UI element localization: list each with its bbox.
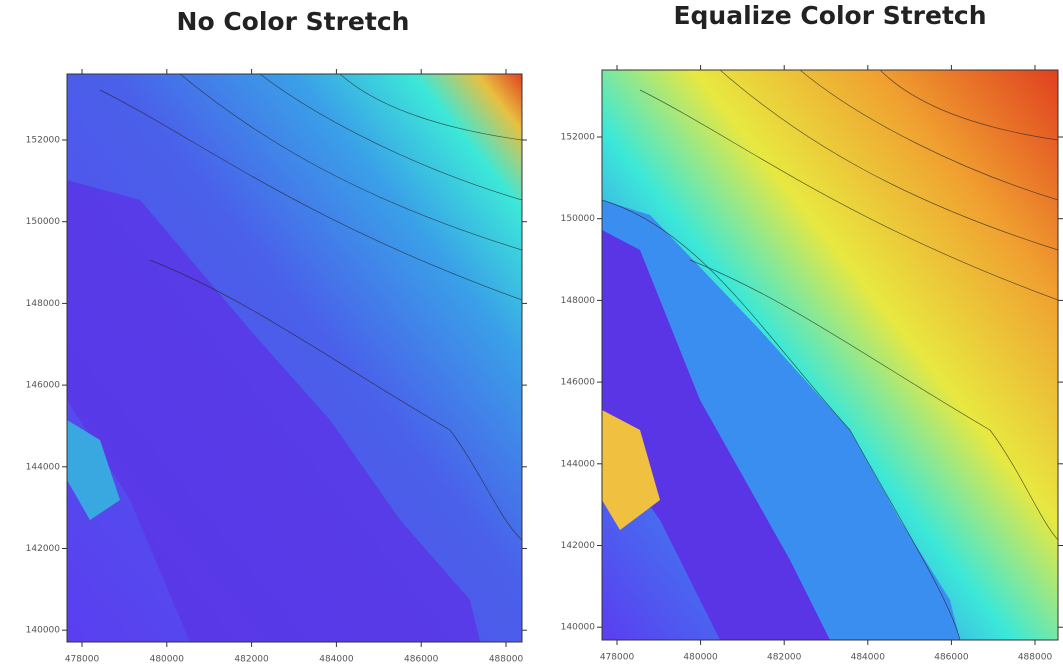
- y-tick-label: 152000: [26, 136, 61, 146]
- x-tick-label: 488000: [1018, 653, 1053, 663]
- x-tick-label: 482000: [234, 655, 269, 665]
- x-tick-label: 480000: [150, 655, 185, 665]
- page: No Color Stretch Equalize Color Stretch …: [0, 0, 1063, 668]
- x-tick-label: 486000: [404, 655, 439, 665]
- x-tick-label: 478000: [600, 653, 635, 663]
- x-tick-label: 480000: [683, 653, 718, 663]
- x-tick-label: 482000: [767, 653, 802, 663]
- x-tick-label: 478000: [65, 655, 100, 665]
- x-tick-label: 486000: [934, 653, 969, 663]
- y-tick-label: 148000: [26, 299, 61, 309]
- y-tick-label: 140000: [561, 623, 596, 633]
- panel-title: Equalize Color Stretch: [673, 1, 986, 30]
- y-tick-label: 146000: [561, 378, 596, 388]
- map-right: [602, 70, 1058, 640]
- y-tick-label: 142000: [26, 544, 61, 554]
- y-tick-label: 144000: [26, 462, 61, 472]
- y-tick-label: 148000: [561, 296, 596, 306]
- y-tick-label: 144000: [561, 459, 596, 469]
- y-tick-label: 142000: [561, 541, 596, 551]
- map-left: [67, 74, 522, 642]
- x-tick-label: 484000: [319, 655, 354, 665]
- y-tick-label: 146000: [26, 381, 61, 391]
- y-tick-label: 150000: [561, 214, 596, 224]
- y-tick-label: 150000: [26, 217, 61, 227]
- y-tick-label: 140000: [26, 626, 61, 636]
- panel-title: No Color Stretch: [177, 7, 410, 36]
- x-tick-label: 484000: [851, 653, 886, 663]
- x-tick-label: 488000: [489, 655, 524, 665]
- y-tick-label: 152000: [561, 133, 596, 143]
